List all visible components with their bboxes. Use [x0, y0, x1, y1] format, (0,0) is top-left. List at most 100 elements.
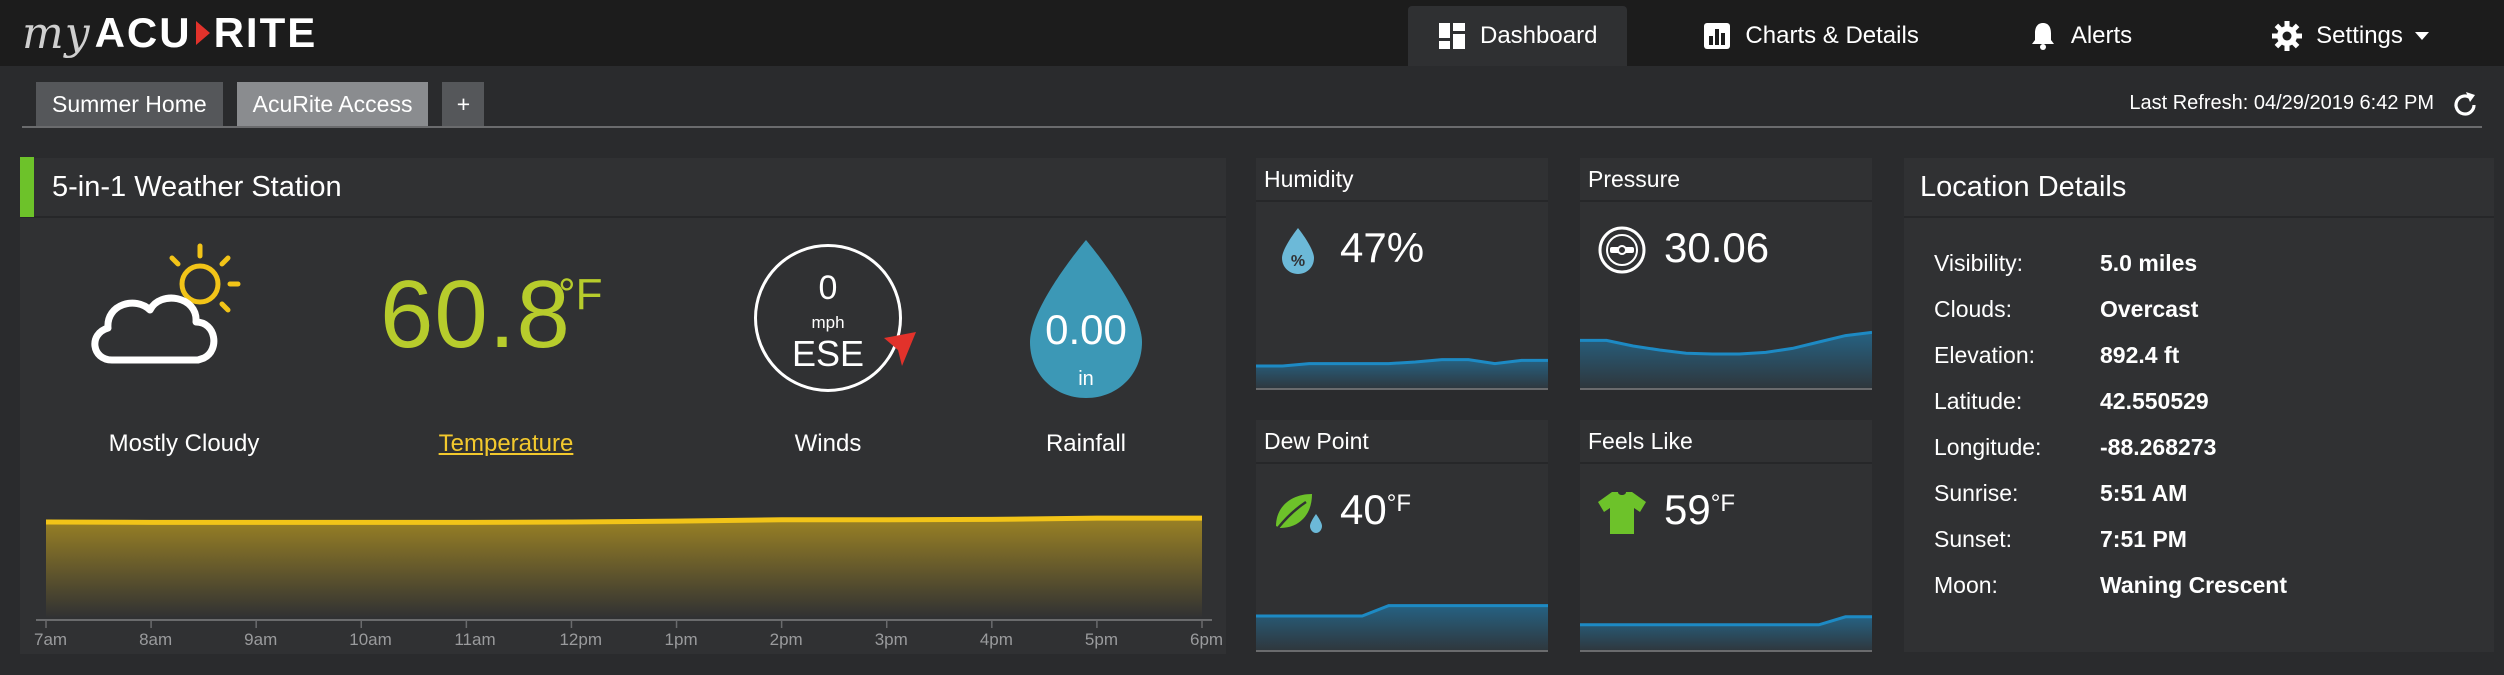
time-tick-label: 5pm [1084, 630, 1118, 649]
pressure-gauge-icon [1596, 224, 1648, 276]
logo-acu-text: ACU [94, 9, 192, 56]
dew-point-panel[interactable]: Dew Point 40°F [1256, 420, 1548, 652]
location-key: Latitude: [1934, 388, 2023, 414]
time-tick-label: 12pm [559, 630, 602, 649]
gear-icon [2272, 21, 2303, 51]
add-location-button[interactable]: + [442, 82, 485, 126]
location-value: Waning Crescent [2100, 572, 2288, 598]
wind-speed: 0 [818, 269, 838, 307]
humidity-drop-icon: % [1272, 224, 1324, 276]
temperature-area [46, 518, 1202, 618]
time-tick-label: 3pm [874, 630, 908, 649]
acurite-logo[interactable]: my ACU RITE [22, 7, 318, 59]
location-value: 7:51 PM [2100, 526, 2187, 552]
nav-alerts[interactable]: Alerts [2029, 6, 2132, 66]
humidity-trend-area [1256, 359, 1548, 390]
temperature-label-wrap: Temperature [376, 430, 636, 458]
location-row: Visibility: 5.0 miles [1934, 250, 2197, 277]
time-tick-label: 10am [349, 630, 392, 649]
weather-station-panel: 5-in-1 Weather Station Mostly Cloudy 60.… [20, 157, 1226, 654]
cloud-sun-icon [80, 238, 260, 383]
location-value: -88.268273 [2100, 434, 2217, 460]
station-status-bar [20, 157, 34, 217]
chevron-down-icon [2414, 32, 2429, 40]
time-tick-label: 8am [139, 630, 173, 649]
location-row: Sunrise: 5:51 AM [1934, 480, 2187, 507]
dashboard-icon [1438, 22, 1466, 50]
last-refresh-text: Last Refresh: 04/29/2019 6:42 PM [2129, 92, 2434, 114]
dew-point-trend-chart [1256, 604, 1548, 652]
location-details-panel: Location Details Visibility: 5.0 miles Cl… [1904, 158, 2494, 652]
nav-settings[interactable]: Settings [2272, 6, 2429, 66]
location-row: Clouds: Overcast [1934, 296, 2198, 323]
humidity-trend-chart [1256, 358, 1548, 390]
dew-point-value: 40°F [1340, 486, 1411, 534]
time-tick-label: 11am [454, 630, 496, 649]
main-nav: Dashboard Charts & Details Alerts Settin… [1408, 6, 2429, 66]
logo-rite-text: RITE [213, 9, 318, 56]
temperature-trend-chart [36, 515, 1212, 628]
feels-like-title: Feels Like [1580, 420, 1872, 464]
wind-unit: mph [811, 313, 845, 332]
time-tick-label: 6pm [1190, 630, 1224, 649]
rainfall-value: 0.00 [1045, 306, 1127, 353]
location-value: Overcast [2100, 296, 2199, 322]
feels-like-unit: °F [1710, 490, 1735, 517]
rain-drop-icon [1026, 238, 1146, 407]
top-navigation-bar: my ACU RITE Dashboard Charts & Details A… [0, 0, 2504, 66]
condition-label: Mostly Cloudy [108, 430, 260, 457]
temperature-value: 60.8 [380, 261, 571, 368]
dew-point-trend-line [1256, 604, 1548, 618]
location-key: Longitude: [1934, 434, 2042, 460]
location-key: Elevation: [1934, 342, 2036, 368]
feels-like-number: 59 [1664, 486, 1711, 533]
time-tick-label: 9am [244, 630, 278, 649]
time-tick-label: 7am [34, 630, 68, 649]
pressure-panel[interactable]: Pressure 30.06 [1580, 158, 1872, 390]
location-tabs: Summer Home AcuRite Access + [36, 82, 498, 126]
nav-dashboard[interactable]: Dashboard [1408, 6, 1628, 66]
location-key: Moon: [1934, 572, 1998, 598]
humidity-value: 47% [1340, 224, 1425, 271]
refresh-icon[interactable] [2450, 90, 2480, 120]
nav-charts-label: Charts & Details [1745, 22, 1919, 49]
temperature-line [45, 515, 1202, 525]
location-value: 5:51 AM [2100, 480, 2188, 506]
time-tick-label: 1pm [664, 630, 698, 649]
feels-like-value: 59°F [1664, 486, 1735, 534]
location-key: Sunset: [1934, 526, 2012, 552]
feels-like-trend-line [1580, 615, 1872, 627]
nav-settings-label: Settings [2316, 22, 2403, 49]
humidity-title: Humidity [1256, 158, 1548, 202]
rainfall-unit: in [1078, 368, 1094, 390]
feels-like-panel[interactable]: Feels Like 59°F [1580, 420, 1872, 652]
location-row: Longitude: -88.268273 [1934, 434, 2216, 461]
feels-like-trend-chart [1580, 615, 1872, 652]
tab-acurite-access[interactable]: AcuRite Access [236, 82, 429, 126]
nav-charts-details[interactable]: Charts & Details [1703, 6, 1919, 66]
bar-chart-icon [1703, 22, 1731, 50]
pressure-title: Pressure [1580, 158, 1872, 202]
wind-compass: 0 mph ESE [754, 244, 902, 392]
temperature-link[interactable]: Temperature [438, 430, 574, 457]
dew-point-unit: °F [1386, 490, 1411, 517]
location-value: 5.0 miles [2100, 250, 2198, 276]
winds-label: Winds [794, 430, 862, 457]
rainfall-label: Rainfall [1045, 430, 1127, 457]
tab-summer-home[interactable]: Summer Home [36, 82, 223, 126]
location-row: Moon: Waning Crescent [1934, 572, 2287, 599]
temperature-unit: °F [558, 270, 603, 319]
nav-alerts-label: Alerts [2070, 22, 2133, 49]
location-details-title: Location Details [1904, 158, 2494, 218]
tab-divider [22, 126, 2482, 128]
logo-my-text: my [22, 7, 91, 59]
pressure-trend-chart [1580, 330, 1872, 390]
nav-dashboard-label: Dashboard [1480, 22, 1598, 49]
location-row: Elevation: 892.4 ft [1934, 342, 2179, 369]
humidity-trend-line [1256, 358, 1548, 368]
wind-direction-arrow-icon [880, 330, 920, 375]
logo-arrow-icon [195, 21, 210, 45]
wind-direction: ESE [791, 333, 865, 374]
humidity-panel[interactable]: Humidity % 47% [1256, 158, 1548, 390]
svg-text:%: % [1291, 253, 1305, 270]
